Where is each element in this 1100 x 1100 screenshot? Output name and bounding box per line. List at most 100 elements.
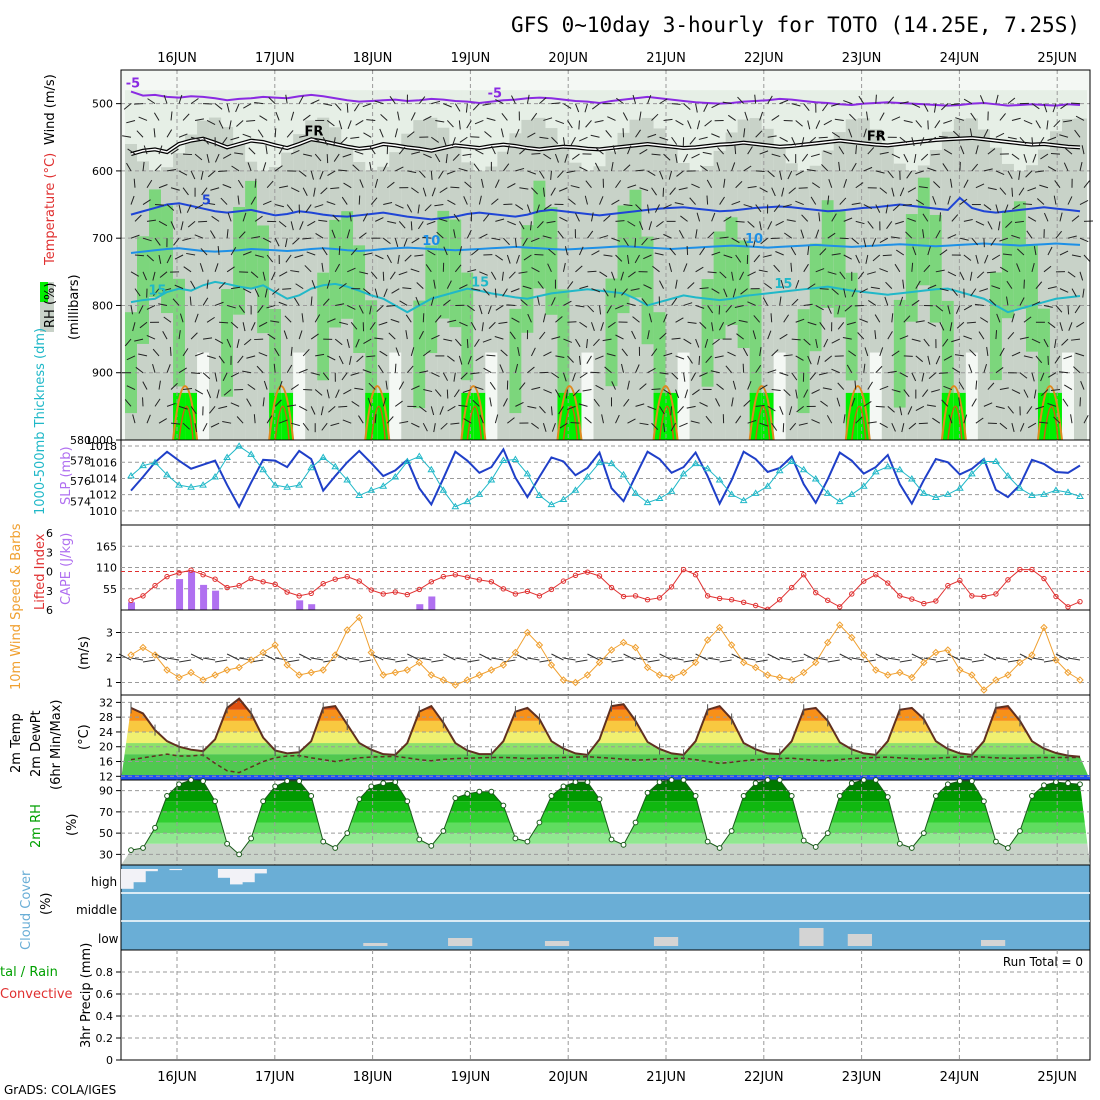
li-tick--3: 3: [46, 546, 53, 559]
dewpt2m-label: 2m DewPt: [29, 710, 44, 777]
warm-contour: [172, 385, 199, 441]
warm-contour: [364, 385, 391, 441]
contour-label-15: 15: [774, 277, 792, 292]
wind-tick-3: 3: [106, 627, 113, 640]
cape-bar: [176, 579, 184, 610]
wind-point: [355, 613, 363, 622]
contour-label-15: 15: [471, 276, 489, 291]
thickness-point: [883, 462, 892, 470]
pressure-tick-1000: 1000: [85, 434, 113, 447]
top-date-24jun: 24JUN: [940, 51, 980, 66]
rh-point: [872, 777, 879, 783]
thickness-point: [811, 475, 820, 482]
li-point: [488, 579, 495, 585]
cape-li-panel: 6 3 0 3 6 55 110 165 Lifted Index CAPE (J/kg): [33, 524, 1091, 617]
cape-bar: [428, 596, 436, 610]
thickness-point: [980, 457, 988, 465]
cape-bar: [128, 602, 135, 610]
wind-point: [836, 621, 844, 629]
wind-point: [343, 626, 351, 634]
wind-point: [992, 676, 1000, 684]
rh-point: [764, 777, 771, 783]
thickness-point: [715, 476, 724, 483]
temp2m-unit: (°C): [77, 724, 92, 750]
li-point: [837, 604, 843, 610]
thickness-point: [211, 472, 219, 480]
wind-point: [259, 648, 267, 657]
li-point: [608, 584, 615, 591]
bottom-date-21jun: 21JUN: [646, 1070, 686, 1085]
wind-point: [775, 673, 784, 682]
rh-point: [140, 845, 146, 851]
rh-point: [320, 838, 327, 845]
thickness-point: [703, 464, 712, 472]
wind-point: [848, 633, 856, 642]
temperature-axis-label: Temperature (°C): [43, 153, 58, 266]
slp-tick-1018: 1018: [89, 440, 117, 453]
warm-contour: [1036, 385, 1063, 441]
li-point: [752, 602, 759, 609]
temperature-contours: [130, 90, 1081, 441]
temp-band: [121, 743, 1090, 755]
rh-point: [836, 793, 843, 799]
contour-label-FR: FR: [867, 130, 886, 145]
wind-point: [223, 666, 231, 674]
thickness-point: [968, 469, 976, 477]
precip-axis-label: 3hr Precip (mm): [79, 943, 94, 1048]
li-point: [476, 577, 483, 583]
thickness-point: [895, 465, 904, 473]
cape-tick-165: 165: [96, 540, 117, 553]
wind-point: [367, 648, 375, 657]
li-point: [164, 573, 170, 580]
rh-point: [296, 778, 303, 784]
wind-point: [583, 671, 592, 679]
rh2m-unit: (%): [65, 814, 80, 837]
top-date-19jun: 19JUN: [451, 51, 491, 66]
rh-point: [428, 842, 435, 849]
thickness-point: [955, 484, 964, 491]
li-point: [368, 587, 374, 593]
top-date-20jun: 20JUN: [548, 51, 588, 66]
cloud-high-bar: [169, 869, 183, 871]
cloud-high-bar: [145, 869, 158, 872]
rh-point: [1065, 780, 1071, 787]
thickness-point: [859, 482, 868, 489]
rh-band: [121, 822, 1090, 834]
li-point: [1017, 566, 1023, 573]
rh-point: [380, 780, 387, 787]
temp-tick-20: 20: [99, 741, 113, 754]
rh-point: [632, 819, 639, 826]
wind-point: [499, 661, 508, 669]
rh-point: [512, 835, 519, 842]
wind-point: [235, 663, 243, 672]
wind-point: [403, 666, 411, 674]
wind-point: [187, 668, 195, 677]
wind-axis-label: Wind (m/s): [43, 74, 58, 145]
thickness-point: [523, 469, 532, 477]
slp-tick-1014: 1014: [89, 472, 117, 485]
wind-point: [872, 666, 880, 674]
temp-tick-28: 28: [99, 711, 113, 724]
wind-point: [319, 666, 327, 674]
li-point: [584, 569, 591, 575]
thickness-point: [775, 466, 784, 474]
li-point: [909, 596, 915, 602]
thickness-point: [691, 459, 700, 467]
rh-point: [332, 845, 339, 851]
rh-point: [356, 796, 363, 803]
warm-contour-inner: [274, 405, 290, 441]
cloud-panel: high middle low Cloud Cover (%): [19, 864, 1091, 951]
thickness-tick-580: 580: [70, 434, 91, 447]
cloud-high-label: high: [91, 875, 117, 889]
top-date-25jun: 25JUN: [1037, 51, 1077, 66]
cloud-high-bar: [254, 869, 267, 874]
li-point: [260, 579, 266, 585]
slp-thickness-panel: 574 576 578 580 1010 1012 1014 1016 1018 1000-50…: [33, 328, 1091, 526]
thickness-point: [295, 481, 304, 488]
wind-point: [751, 663, 760, 672]
thickness-point: [175, 481, 183, 488]
wind-point: [739, 658, 748, 667]
li-point: [885, 580, 891, 586]
wind-point: [860, 651, 868, 659]
